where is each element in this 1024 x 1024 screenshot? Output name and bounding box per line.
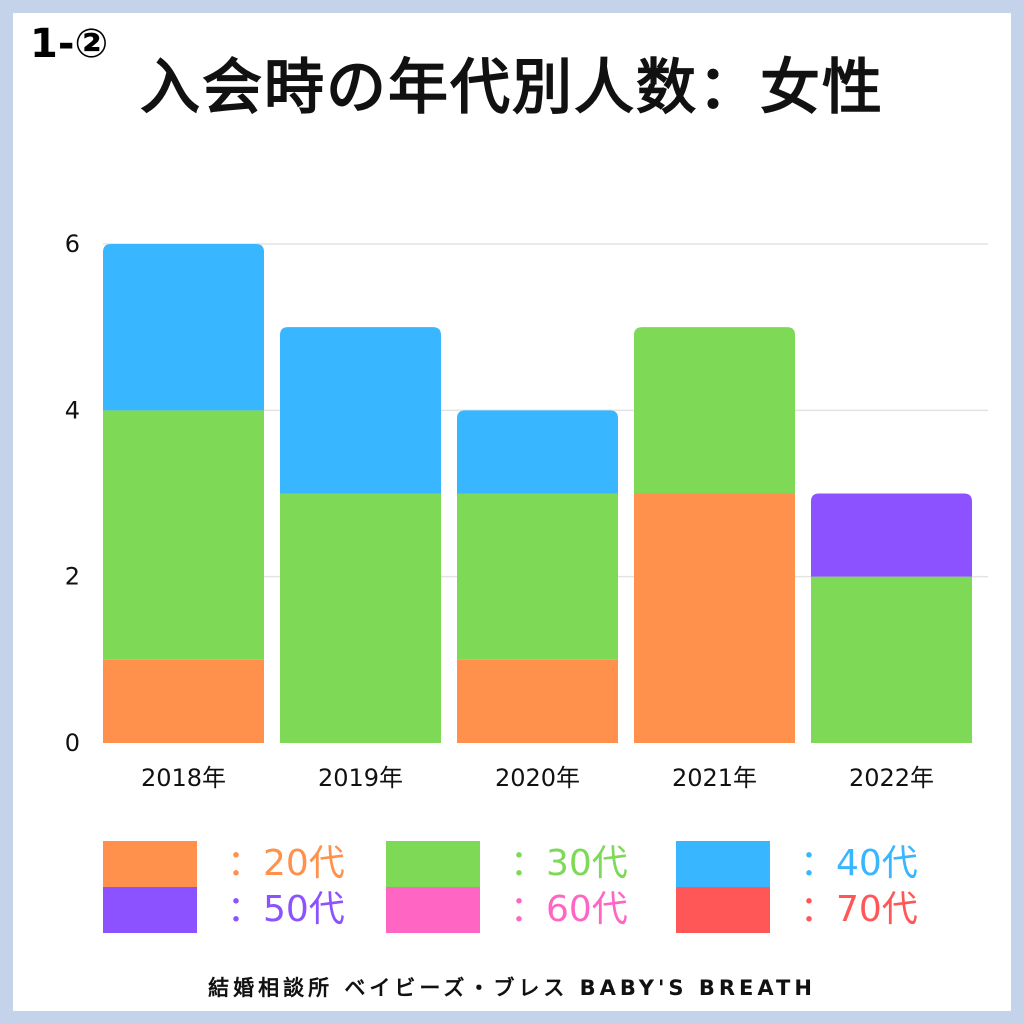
bar-segment [457,493,618,660]
legend-swatch [676,841,770,887]
x-category-label: 2020年 [495,764,580,792]
x-category-label: 2022年 [849,764,934,792]
bar-segment [103,244,264,411]
legend-label: ：60代 [510,889,628,930]
y-tick-label: 0 [65,729,80,757]
legend-swatch [676,887,770,933]
bar-segment [103,410,264,660]
legend-swatch [386,841,480,887]
bar-segment [280,327,441,494]
chart-title: 入会時の年代別人数：女性 [140,53,884,123]
x-category-label: 2019年 [318,764,403,792]
x-category-label: 2018年 [141,764,226,792]
legend-swatch [386,887,480,933]
legend-label: ：50代 [227,889,345,930]
legend-swatch [103,841,197,887]
y-axis-ticks: 0 2 4 6 [65,230,80,757]
bar-segment [457,659,618,743]
bar-segment [811,576,972,743]
bar-segment [103,659,264,743]
bar-segment [280,493,441,743]
bar-segment [457,410,618,494]
x-axis-labels: 2018年 2019年 2020年 2021年 2022年 [141,764,934,792]
legend-label: ：70代 [800,889,918,930]
bar-segment [634,327,795,494]
legend-label: ：30代 [510,843,628,884]
legend-swatch [103,887,197,933]
y-tick-label: 6 [65,230,80,258]
x-category-label: 2021年 [672,764,757,792]
y-tick-label: 2 [65,563,80,591]
chart-number: 1-② [30,21,109,67]
bars [103,244,972,743]
legend-label: ：20代 [227,843,345,884]
y-tick-label: 4 [65,396,80,424]
legend-label: ：40代 [800,843,918,884]
bar-segment [811,493,972,577]
bar-segment [634,493,795,743]
footer-brand: 結婚相談所 ベイビーズ・ブレス BABY'S BREATH [208,976,816,1000]
